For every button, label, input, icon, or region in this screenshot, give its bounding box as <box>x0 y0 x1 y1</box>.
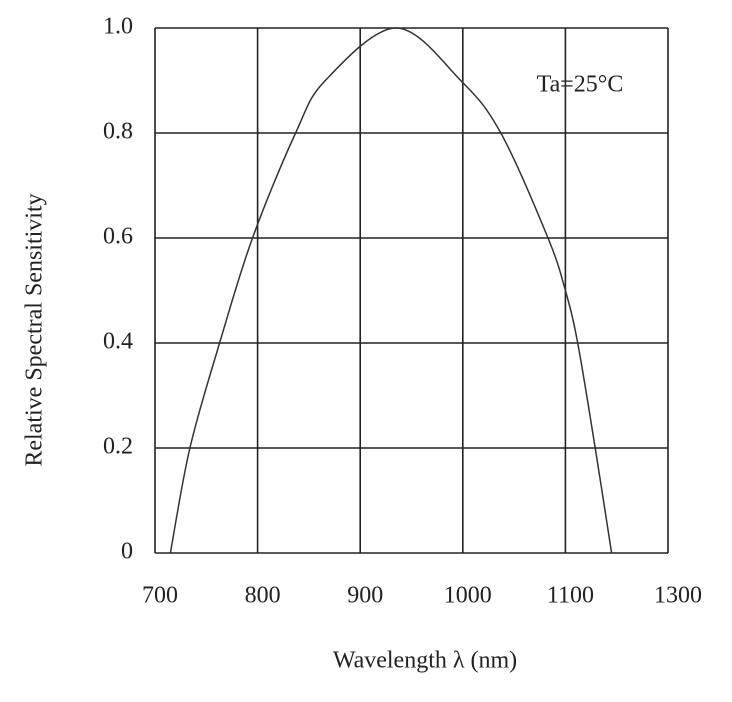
x-tick-label: 800 <box>245 583 281 609</box>
x-tick-label: 1100 <box>547 583 594 609</box>
annotation: Ta=25°C <box>537 72 624 98</box>
y-tick-label: 0 <box>121 539 133 565</box>
y-axis-title: Relative Spectral Sensitivity <box>22 193 48 466</box>
y-tick-label: 0.6 <box>103 224 133 250</box>
x-tick-label: 1300 <box>654 583 702 609</box>
y-tick-label: 0.2 <box>103 434 133 460</box>
x-tick-label: 1000 <box>444 583 492 609</box>
y-tick-label: 0.4 <box>103 329 133 355</box>
sensitivity-curve <box>169 27 613 554</box>
y-tick-label: 1.0 <box>103 14 133 40</box>
x-tick-label: 900 <box>347 583 383 609</box>
x-tick-label: 700 <box>142 583 178 609</box>
x-axis-title: Wavelength λ (nm) <box>333 648 517 674</box>
y-tick-label: 0.8 <box>103 119 133 145</box>
